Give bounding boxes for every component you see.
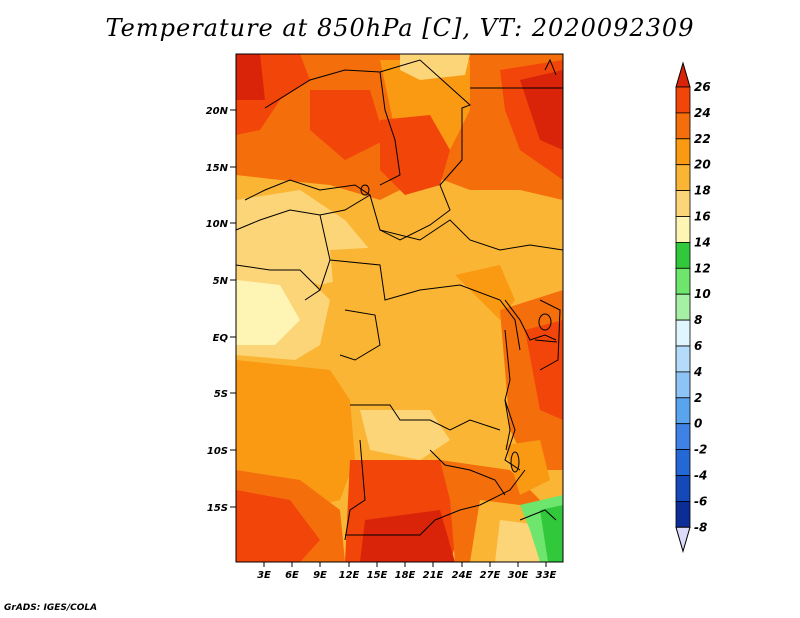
colorbar-segment xyxy=(675,190,691,217)
lon-label: 6E xyxy=(285,570,299,581)
colorbar-label: 12 xyxy=(694,261,711,275)
colorbar-label: 20 xyxy=(694,158,711,172)
longitude-axis: 3E 6E 9E 12E 15E 18E 21E 24E 27E 30E 33E xyxy=(257,562,557,581)
colorbar-segment xyxy=(675,216,691,243)
colorbar-label: 24 xyxy=(694,106,711,120)
colorbar-label: 10 xyxy=(694,287,711,301)
lon-label: 27E xyxy=(480,570,501,581)
lat-label: 10N xyxy=(206,219,229,230)
colorbar-label: 2 xyxy=(694,391,702,405)
colorbar-top-arrow xyxy=(675,61,691,88)
colorbar-label: 18 xyxy=(694,184,711,198)
colorbar-segment xyxy=(675,345,691,373)
colorbar-segment xyxy=(675,500,691,528)
colorbar-segment xyxy=(675,319,691,347)
lon-label: 9E xyxy=(313,570,327,581)
lon-label: 30E xyxy=(508,570,529,581)
colorbar-label: 14 xyxy=(694,235,711,249)
colorbar-label: 4 xyxy=(693,365,702,379)
lon-label: 33E xyxy=(536,570,557,581)
credit-label: GrADS: IGES/COLA xyxy=(4,603,98,613)
lat-label: 15S xyxy=(207,503,228,514)
colorbar-segment xyxy=(675,293,691,321)
colorbar-segment xyxy=(675,371,691,399)
colorbar-bottom-arrow xyxy=(675,526,691,554)
lon-label: 21E xyxy=(423,570,444,581)
lon-label: 18E xyxy=(395,570,416,581)
colorbar-label: -4 xyxy=(694,469,707,483)
lon-label: 15E xyxy=(367,570,388,581)
lon-label: 24E xyxy=(452,570,473,581)
colorbar-label: 8 xyxy=(694,313,702,327)
lat-label: 10S xyxy=(207,446,228,457)
colorbar-label: 26 xyxy=(694,80,711,94)
colorbar-segment xyxy=(675,267,691,295)
colorbar-label: 22 xyxy=(694,132,711,146)
colorbar-label: 6 xyxy=(694,339,702,353)
lat-label: 15N xyxy=(206,163,229,174)
colorbar-segment xyxy=(675,449,691,476)
colorbar-label: 16 xyxy=(694,210,711,224)
colorbar-label: 0 xyxy=(694,417,702,431)
map-title: Temperature at 850hPa [C], VT: 202009230… xyxy=(105,14,695,42)
colorbar-segment xyxy=(675,112,691,140)
colorbar-label: -6 xyxy=(694,494,707,508)
colorbar-segment xyxy=(675,397,691,425)
lat-label: 5N xyxy=(213,276,229,287)
colorbar-segment xyxy=(675,241,691,269)
colorbar-label: -8 xyxy=(694,520,707,534)
lat-label: 20N xyxy=(206,106,229,117)
colorbar-label: -2 xyxy=(694,443,707,457)
lon-label: 3E xyxy=(257,570,271,581)
country-borders xyxy=(235,58,564,541)
latitude-axis: 20N 15N 10N 5N EQ 5S 10S 15S xyxy=(206,106,236,514)
lat-label: EQ xyxy=(213,333,229,344)
colorbar-segment xyxy=(675,86,691,114)
temperature-field xyxy=(236,54,563,562)
colorbar-segment xyxy=(675,475,691,502)
map-frame xyxy=(235,53,564,563)
colorbar-segment xyxy=(675,164,691,191)
colorbar-segment xyxy=(675,423,691,451)
colorbar-segment xyxy=(675,138,691,166)
lakes xyxy=(360,184,552,473)
lat-label: 5S xyxy=(214,389,228,400)
lon-label: 12E xyxy=(339,570,360,581)
